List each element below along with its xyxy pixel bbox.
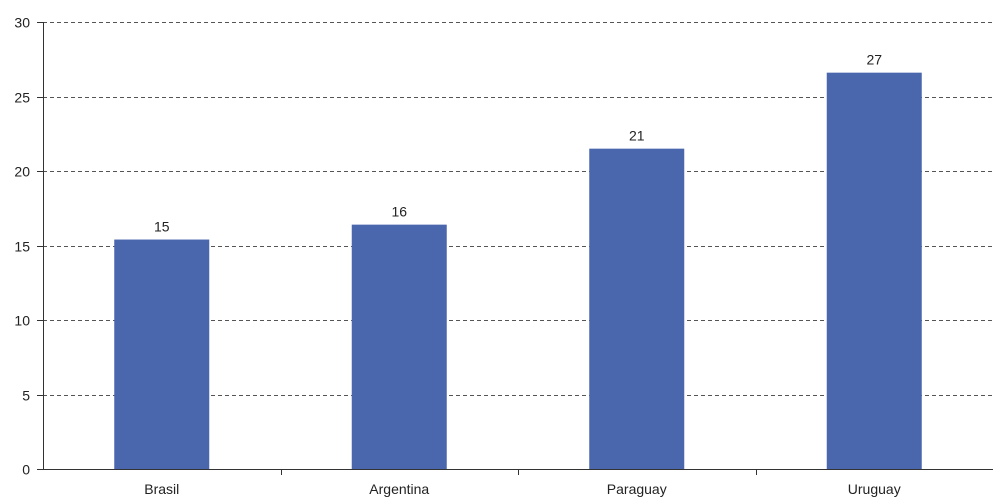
data-label-argentina: 16 [391, 204, 407, 220]
y-tick-label-10: 10 [14, 313, 30, 329]
bar-argentina [351, 224, 447, 469]
data-label-brasil: 15 [154, 219, 170, 235]
y-tick-label-5: 5 [22, 388, 30, 404]
y-tick-label-25: 25 [14, 90, 30, 106]
axes-layer [37, 22, 993, 475]
y-tick-label-20: 20 [14, 164, 30, 180]
y-tick-label-30: 30 [14, 15, 30, 31]
x-tick-label-brasil: Brasil [144, 481, 179, 497]
y-tick-label-0: 0 [22, 462, 30, 478]
x-tick-label-uruguay: Uruguay [848, 481, 901, 497]
data-label-uruguay: 27 [866, 52, 882, 68]
labels-layer: 0 5 10 15 20 25 30 15 Brasil 16 Argentina 21 Paragua… [14, 15, 900, 498]
bars-layer [114, 72, 922, 469]
x-tick-label-paraguay: Paraguay [607, 481, 667, 497]
x-tick-label-argentina: Argentina [369, 481, 429, 497]
y-tick-label-15: 15 [14, 239, 30, 255]
bar-brasil [114, 239, 210, 469]
data-label-paraguay: 21 [629, 128, 645, 144]
bar-uruguay [826, 72, 922, 469]
bar-paraguay [589, 148, 685, 469]
